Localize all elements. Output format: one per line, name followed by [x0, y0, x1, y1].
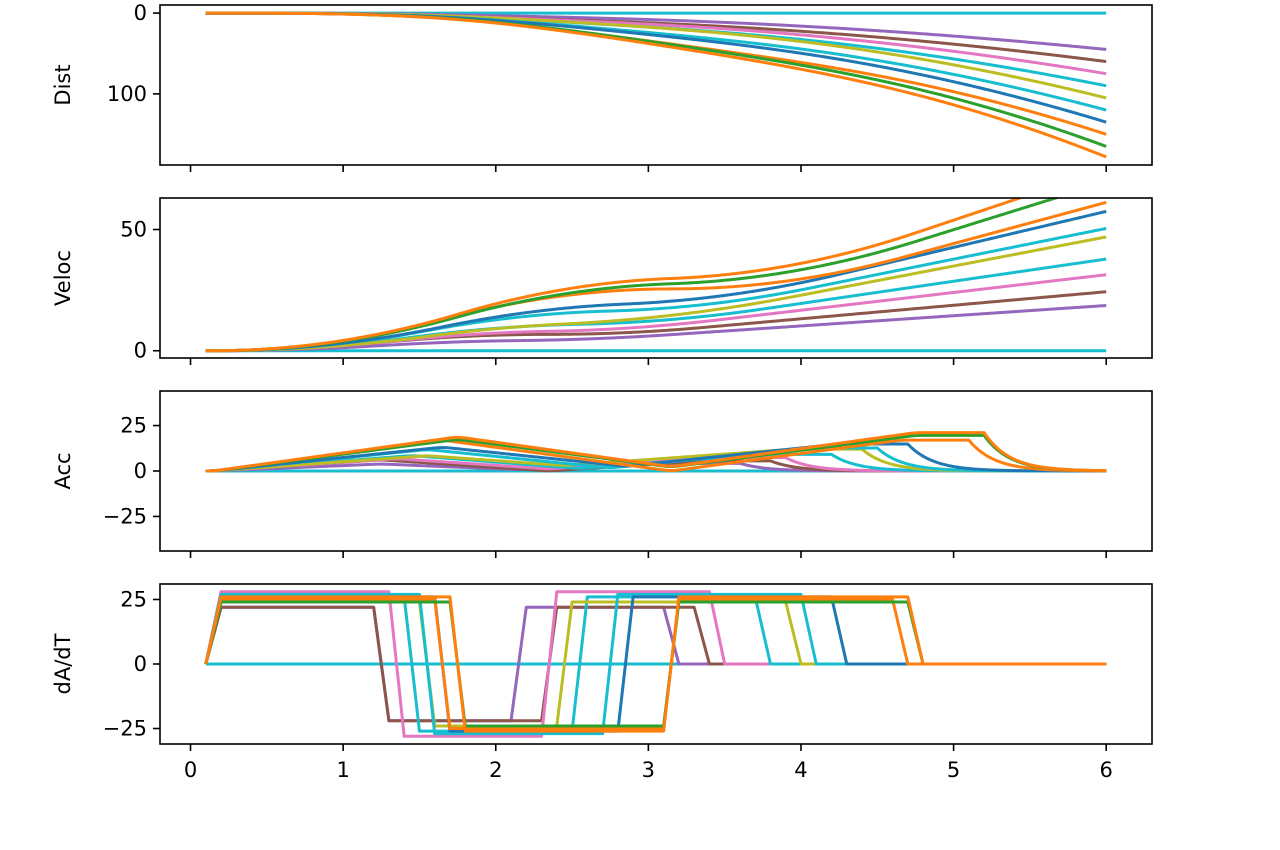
series-line-10: [205, 198, 1025, 353]
y-axis-title: dA/dT: [51, 633, 75, 694]
y-tick-label: 0: [134, 1, 147, 25]
y-tick-label: 0: [134, 652, 147, 676]
y-tick-label: 100: [107, 82, 147, 106]
subplot-veloc: 0 50 Veloc: [51, 197, 1153, 365]
series-line-5: [205, 235, 1107, 353]
axes-frame: [159, 197, 1153, 359]
y-tick-label: −25: [103, 717, 147, 741]
y-tick-label: 50: [120, 218, 147, 242]
x-tick-label: 6: [1100, 758, 1113, 782]
y-axis-title: Acc: [51, 452, 75, 489]
series-line-7: [205, 209, 1107, 353]
subplot-acc: 25 0 −25 Acc: [51, 390, 1153, 558]
y-tick-label: 0: [134, 459, 147, 483]
series-group: [204, 590, 1107, 738]
y-axis-title: Veloc: [51, 250, 75, 306]
subplot-dist: 0 100 Dist: [51, 1, 1153, 172]
subplots: 0 100 Dist 0 50 Veloc 25 0 −25 Acc 25 0 −25 0 1 2 3 4 5 6 dA…: [51, 1, 1153, 782]
x-tick-label: 0: [184, 758, 197, 782]
series-line-10: [205, 11, 1107, 159]
series-group: [205, 11, 1107, 159]
series-line-7: [205, 442, 1107, 473]
y-tick-label: 25: [120, 414, 147, 438]
x-tick-label: 3: [642, 758, 655, 782]
x-tick-label: 4: [794, 758, 807, 782]
series-line-1: [205, 304, 1107, 353]
y-tick-label: 0: [134, 339, 147, 363]
axes-frame: [159, 4, 1153, 166]
x-tick-label: 5: [947, 758, 960, 782]
series-group: [205, 431, 1107, 473]
y-axis-title: Dist: [51, 64, 75, 105]
series-line-10: [205, 431, 1107, 473]
y-tick-label: 25: [120, 587, 147, 611]
subplot-jerk: 25 0 −25 0 1 2 3 4 5 6 dA/dT: [51, 583, 1153, 782]
y-tick-label: −25: [103, 504, 147, 528]
x-tick-label: 2: [489, 758, 502, 782]
x-tick-label: 1: [336, 758, 349, 782]
series-line-10: [204, 595, 1107, 733]
series-group: [205, 198, 1107, 353]
